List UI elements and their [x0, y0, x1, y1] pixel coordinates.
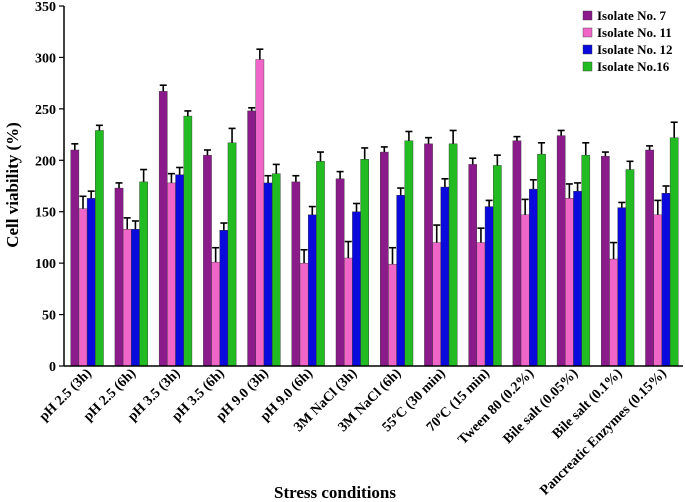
bar — [581, 154, 591, 367]
bar — [255, 59, 265, 367]
bar — [175, 174, 184, 367]
bar — [653, 214, 663, 367]
legend-label: Isolate No. 12 — [597, 42, 672, 57]
y-tick-label: 100 — [35, 257, 56, 272]
bar — [114, 187, 124, 367]
bar — [343, 257, 353, 367]
bar — [380, 151, 389, 367]
bar — [95, 130, 104, 367]
bar — [609, 258, 618, 367]
bar — [520, 214, 530, 367]
bar — [512, 140, 522, 367]
legend-swatch — [582, 61, 593, 72]
bar — [271, 173, 281, 367]
bar — [203, 154, 212, 367]
legend-swatch — [582, 10, 593, 21]
y-axis-title: Cell viability (%) — [3, 122, 22, 248]
bar — [78, 208, 88, 367]
bar — [432, 242, 442, 367]
bar — [388, 263, 397, 367]
legend-label: Isolate No. 7 — [597, 8, 666, 23]
bar — [565, 198, 574, 367]
y-tick-label: 250 — [35, 103, 56, 118]
y-tick-label: 50 — [42, 309, 56, 324]
bar — [211, 261, 220, 367]
bar — [645, 149, 654, 367]
bar — [625, 169, 635, 367]
legend-label: Isolate No.16 — [597, 59, 670, 74]
bar — [617, 207, 627, 367]
bar — [493, 165, 502, 367]
bar — [139, 181, 148, 367]
bar — [131, 228, 140, 367]
legend-swatch — [582, 27, 593, 38]
bar — [183, 115, 193, 367]
bar — [158, 91, 168, 367]
legend: Isolate No. 7 Isolate No. 11 Isolate No. 1… — [582, 8, 672, 74]
bar — [360, 159, 369, 367]
bar — [601, 155, 610, 367]
y-tick-label: 150 — [35, 206, 56, 221]
bar — [219, 230, 229, 367]
bar — [352, 211, 361, 367]
bar — [669, 137, 679, 367]
y-tick-label: 300 — [35, 51, 56, 66]
bar — [484, 206, 494, 367]
bar — [247, 110, 256, 367]
bar — [424, 143, 433, 367]
y-tick-label: 0 — [49, 360, 56, 375]
y-tick-label: 200 — [35, 154, 56, 169]
bar — [122, 228, 132, 367]
bar — [476, 242, 486, 367]
bar — [396, 195, 406, 367]
bar — [468, 164, 478, 367]
bar — [299, 262, 309, 367]
bar — [167, 182, 176, 367]
bar — [661, 192, 671, 367]
legend-swatch — [582, 44, 593, 55]
x-tick-label: Bile salt (0.05%) — [501, 366, 582, 447]
bar — [316, 161, 325, 367]
legend-label: Isolate No. 11 — [597, 25, 672, 40]
bar — [529, 188, 538, 367]
bar — [86, 198, 96, 367]
bar — [335, 178, 345, 367]
bar — [404, 140, 414, 367]
bar — [573, 190, 582, 367]
bar — [448, 143, 458, 367]
bar — [227, 142, 237, 367]
bar — [70, 149, 80, 367]
x-tick-label: Tween 80 (0.2%) — [455, 366, 537, 448]
y-tick-label: 350 — [35, 0, 56, 15]
bar — [307, 214, 317, 367]
bar — [537, 153, 546, 367]
bar — [556, 135, 566, 367]
bar — [440, 186, 450, 367]
bar — [263, 182, 273, 367]
x-axis-title: Stress conditions — [274, 483, 396, 502]
bar — [291, 181, 301, 367]
